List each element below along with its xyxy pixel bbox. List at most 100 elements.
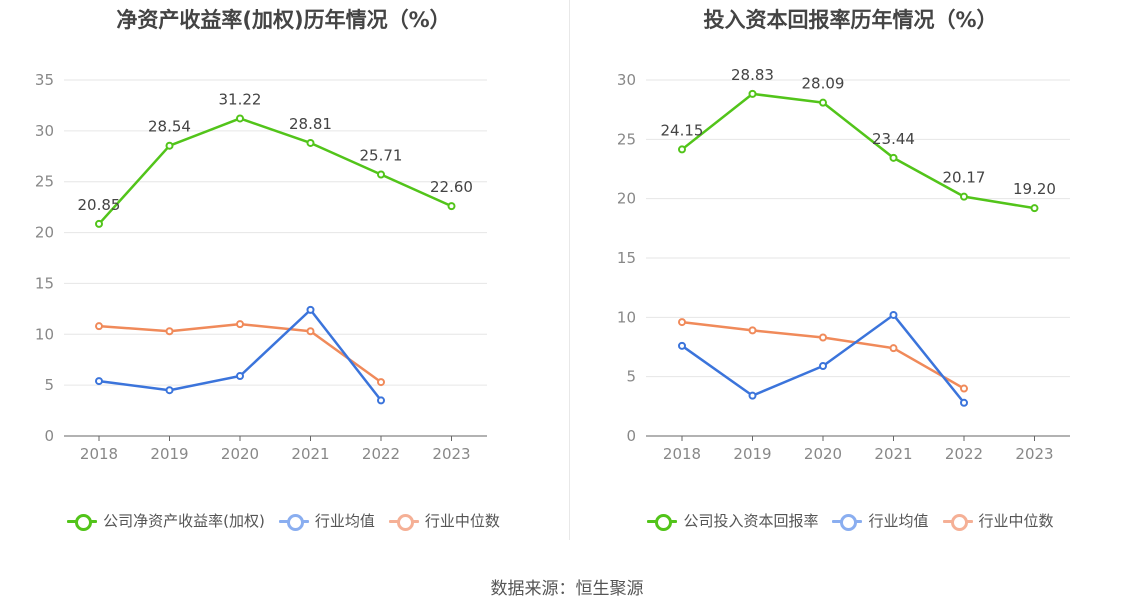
x-tick-label: 2023 [1015,445,1053,463]
legend-marker-icon [942,512,973,531]
data-point[interactable] [236,114,244,123]
data-point[interactable] [236,320,244,329]
y-tick-label: 5 [44,376,54,394]
data-point[interactable] [1030,204,1039,213]
y-tick-label: 0 [626,427,636,445]
data-label: 19.20 [1013,180,1056,198]
series-line-0 [98,117,453,225]
series-line-2 [681,320,965,390]
y-tick-label: 10 [617,308,636,326]
data-point[interactable] [889,310,898,319]
y-tick-label: 30 [35,122,54,140]
data-point[interactable] [165,386,174,395]
data-point[interactable] [819,361,827,370]
y-tick-label: 15 [617,249,636,267]
chart-panel-roic: 投入资本回报率历年情况（%） 0 5 10 15 20 25 30 2018 2019 2020 2… [567,0,1134,560]
y-tick-label: 15 [35,274,54,292]
legend-item-company[interactable]: 公司投入资本回报率 [647,510,818,531]
y-tick-label: 5 [626,368,636,386]
data-point[interactable] [748,326,757,335]
roe-line-chart: 0 5 10 15 20 25 30 35 2018 2019 2020 2021 2022 2023 20… [35,71,487,463]
legend-item-industry-median[interactable]: 行业中位数 [388,510,500,531]
legend-item-industry-mean[interactable]: 行业均值 [278,510,375,531]
x-tick-label: 2018 [663,445,701,463]
data-point[interactable] [377,378,385,387]
data-label: 25.71 [360,146,403,164]
data-point[interactable] [960,384,968,393]
legend-marker-icon [388,512,419,531]
legend: 公司投入资本回报率 行业均值 行业中位数 [567,510,1134,531]
data-point[interactable] [165,327,174,336]
data-label: 28.54 [148,118,191,136]
legend-label: 公司净资产收益率(加权) [103,512,265,530]
y-tick-label: 25 [35,173,54,191]
chart-title: 投入资本回报率历年情况（%） [703,8,998,32]
y-tick-label: 0 [44,427,54,445]
legend-marker-icon [67,512,98,531]
data-label: 28.81 [289,115,332,133]
x-tick-label: 2022 [362,445,400,463]
legend-label: 行业均值 [314,512,375,530]
data-point[interactable] [819,98,827,107]
y-tick-label: 25 [617,130,636,148]
y-tick-label: 30 [617,71,636,89]
data-label: 31.22 [219,90,262,108]
series-line-0 [681,92,1035,210]
data-label: 20.85 [78,196,121,214]
panel-divider [569,0,570,540]
x-tick-label: 2020 [221,445,259,463]
data-point[interactable] [748,391,757,400]
y-tick-label: 35 [35,71,54,89]
legend-marker-icon [832,512,863,531]
data-label: 20.17 [943,169,986,187]
legend-item-company[interactable]: 公司净资产收益率(加权) [67,510,265,531]
legend-marker-icon [278,512,309,531]
data-label: 23.44 [872,130,915,148]
data-point[interactable] [95,322,103,331]
legend-label: 行业中位数 [978,512,1054,530]
data-label: 22.60 [430,178,473,196]
legend-item-industry-mean[interactable]: 行业均值 [832,510,929,531]
data-point[interactable] [678,145,686,154]
data-point[interactable] [447,202,456,211]
roic-line-chart: 0 5 10 15 20 25 30 2018 2019 2020 2021 2022 2023 24.1… [617,66,1070,463]
x-tick-label: 2022 [945,445,983,463]
data-source-note: 数据来源：恒生聚源 [490,579,644,599]
data-point[interactable] [236,371,244,380]
y-tick-label: 20 [35,224,54,242]
chart-title: 净资产收益率(加权)历年情况（%） [116,8,451,32]
y-tick-label: 20 [617,190,636,208]
legend-item-industry-median[interactable]: 行业中位数 [942,510,1054,531]
x-tick-label: 2021 [291,445,329,463]
data-point[interactable] [960,192,968,201]
data-point[interactable] [306,327,315,336]
legend-label: 行业均值 [868,512,929,530]
data-point[interactable] [306,305,315,314]
data-point[interactable] [306,138,315,147]
data-point[interactable] [960,398,968,407]
legend-label: 公司投入资本回报率 [683,512,819,530]
data-point[interactable] [95,219,103,228]
data-point[interactable] [95,377,103,386]
data-point[interactable] [678,341,686,350]
data-point[interactable] [889,344,898,353]
y-tick-label: 10 [35,325,54,343]
x-tick-label: 2023 [432,445,470,463]
legend-marker-icon [647,512,678,531]
data-point[interactable] [165,141,174,150]
data-point[interactable] [889,153,898,162]
x-tick-label: 2020 [804,445,842,463]
data-label: 24.15 [661,121,704,139]
x-tick-label: 2019 [150,445,188,463]
legend-label: 行业中位数 [424,512,500,530]
legend: 公司净资产收益率(加权) 行业均值 行业中位数 [0,510,567,531]
x-tick-label: 2019 [733,445,771,463]
data-point[interactable] [377,170,385,179]
data-point[interactable] [377,396,385,405]
data-label: 28.09 [802,75,845,93]
data-point[interactable] [678,318,686,327]
data-point[interactable] [748,89,757,98]
data-point[interactable] [819,333,827,342]
data-label: 28.83 [731,66,774,84]
x-tick-label: 2018 [80,445,118,463]
